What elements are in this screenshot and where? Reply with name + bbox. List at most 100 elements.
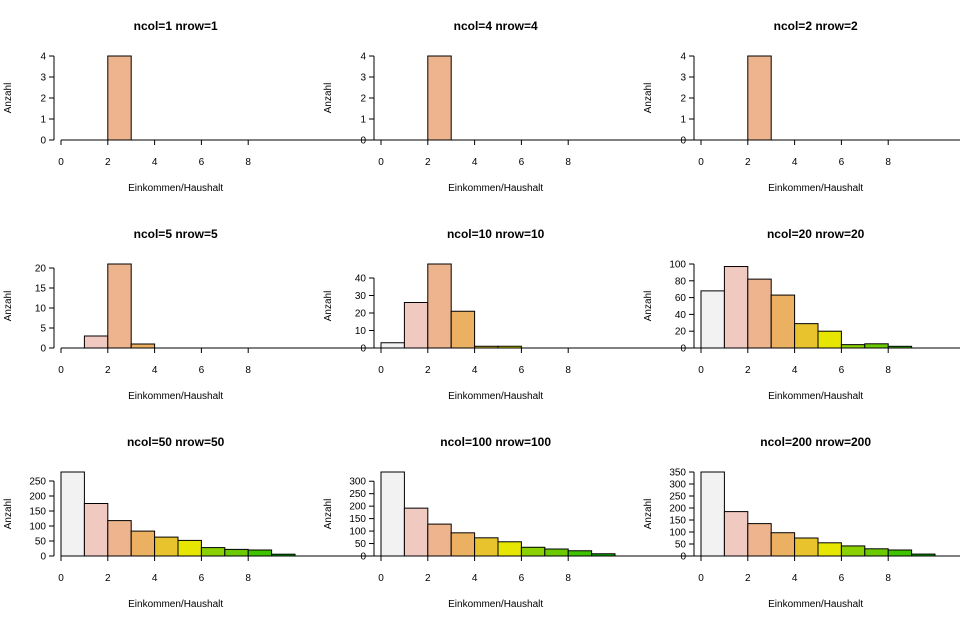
x-tick-label: 2 — [745, 157, 751, 168]
histogram-bar — [817, 542, 842, 557]
y-tick-label: 0 — [40, 344, 46, 355]
y-tick-label: 4 — [680, 52, 686, 63]
x-axis-label: Einkommen/Haushalt — [128, 391, 223, 402]
x-tick-label: 0 — [58, 157, 64, 168]
x-tick-label: 2 — [105, 157, 111, 168]
x-axis-label: Einkommen/Haushalt — [768, 599, 863, 610]
y-tick-label: 3 — [680, 73, 686, 84]
x-tick-label: 0 — [378, 573, 384, 584]
y-tick-label: 300 — [669, 480, 686, 491]
y-tick-label: 0 — [680, 552, 686, 563]
histogram-bar — [130, 530, 156, 557]
x-axis-label: Einkommen/Haushalt — [448, 599, 543, 610]
histogram-bar — [567, 550, 593, 557]
histogram-bar — [107, 263, 132, 349]
histogram-bar — [864, 548, 889, 557]
x-tick-label: 4 — [792, 157, 798, 168]
histogram-bar — [60, 471, 85, 557]
x-tick-label: 8 — [565, 157, 571, 168]
x-tick-label: 2 — [105, 573, 111, 584]
y-tick-label: 80 — [675, 276, 687, 287]
x-tick-label: 6 — [519, 157, 525, 168]
histogram-bar — [723, 266, 749, 349]
x-tick-label: 6 — [839, 573, 845, 584]
histogram-bar — [380, 471, 405, 557]
x-tick-label: 2 — [745, 573, 751, 584]
histogram-bar — [427, 263, 452, 349]
x-axis-label: Einkommen/Haushalt — [448, 183, 543, 194]
y-tick-label: 4 — [360, 52, 366, 63]
x-tick-label: 4 — [792, 365, 798, 376]
y-tick-label: 2 — [360, 94, 366, 105]
histogram-bar — [794, 537, 819, 557]
y-tick-label: 250 — [669, 492, 686, 503]
y-tick-label: 200 — [349, 502, 366, 513]
x-tick-label: 0 — [698, 573, 704, 584]
y-tick-label: 350 — [669, 468, 686, 479]
y-tick-label: 150 — [349, 514, 366, 525]
y-tick-label: 20 — [675, 327, 687, 338]
x-axis-label: Einkommen/Haushalt — [768, 183, 863, 194]
x-tick-label: 2 — [105, 365, 111, 376]
y-tick-label: 0 — [680, 344, 686, 355]
x-tick-label: 2 — [745, 365, 751, 376]
histogram-bar — [700, 471, 725, 557]
y-tick-label: 2 — [680, 94, 686, 105]
histogram-bar — [247, 549, 273, 557]
y-tick-label: 250 — [349, 489, 366, 500]
y-axis-label: Anzahl — [323, 83, 334, 114]
y-tick-label: 20 — [35, 264, 47, 275]
x-tick-label: 0 — [698, 157, 704, 168]
x-tick-label: 6 — [839, 365, 845, 376]
histogram-bar — [840, 545, 866, 557]
y-tick-label: 60 — [675, 293, 687, 304]
x-tick-label: 4 — [472, 573, 478, 584]
histogram-bar — [794, 323, 819, 349]
histogram-bar — [427, 523, 452, 557]
y-axis-label: Anzahl — [3, 83, 14, 114]
y-axis-label: Anzahl — [323, 499, 334, 530]
histogram-bar — [403, 302, 429, 349]
y-tick-label: 0 — [360, 552, 366, 563]
histogram-bar — [83, 335, 109, 349]
x-tick-label: 8 — [885, 573, 891, 584]
histogram-bar — [747, 278, 772, 349]
y-tick-label: 3 — [360, 73, 366, 84]
x-tick-label: 4 — [152, 157, 158, 168]
x-tick-label: 6 — [199, 157, 205, 168]
y-tick-label: 4 — [40, 52, 46, 63]
x-tick-label: 4 — [472, 365, 478, 376]
x-tick-label: 0 — [378, 365, 384, 376]
y-tick-label: 0 — [40, 552, 46, 563]
histogram-bar — [83, 503, 109, 557]
y-tick-label: 40 — [355, 274, 367, 285]
chart-title: ncol=5 nrow=5 — [134, 227, 218, 241]
histogram-bar — [747, 523, 772, 557]
x-tick-label: 2 — [425, 157, 431, 168]
y-tick-label: 10 — [355, 326, 367, 337]
y-tick-label: 0 — [40, 136, 46, 147]
chart-panel-5: ncol=10 nrow=100 2 4 6 8010203040Einkommen/H… — [323, 227, 845, 402]
histogram-bar — [403, 507, 429, 557]
y-axis-label: Anzahl — [3, 499, 14, 530]
histogram-bar — [817, 330, 842, 349]
x-tick-label: 8 — [565, 573, 571, 584]
histogram-bar — [723, 511, 749, 557]
y-tick-label: 50 — [35, 537, 47, 548]
chart-title: ncol=20 nrow=20 — [767, 227, 865, 241]
x-tick-label: 0 — [58, 365, 64, 376]
chart-panel-2: ncol=4 nrow=4 0 2 4 6 8 0 1 2 3 4 Einkommen/Haushal… — [323, 19, 845, 194]
chart-title: ncol=4 nrow=4 — [454, 19, 538, 33]
y-axis-label: Anzahl — [643, 499, 654, 530]
x-tick-label: 8 — [245, 573, 251, 584]
y-tick-label: 20 — [355, 309, 367, 320]
histogram-bar — [770, 294, 796, 349]
y-tick-label: 2 — [40, 94, 46, 105]
x-tick-label: 0 — [378, 157, 384, 168]
histogram-bar — [224, 548, 249, 557]
histogram-bar — [864, 343, 889, 349]
chart-panel-6: ncol=20 nrow=200 2 4 6 8020406080100Einkomme… — [643, 227, 960, 402]
histogram-bar — [770, 532, 796, 557]
y-tick-label: 1 — [40, 115, 46, 126]
